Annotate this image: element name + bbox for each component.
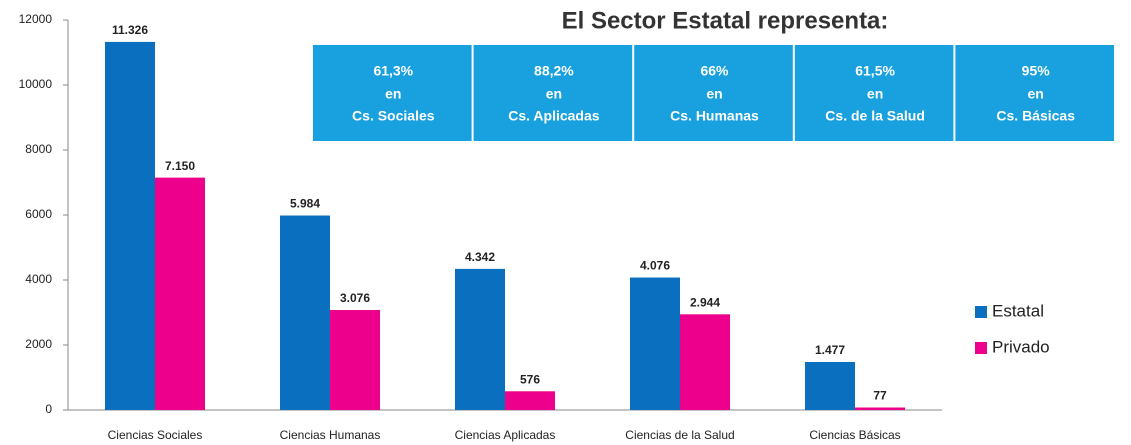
y-tick-label: 10000: [19, 77, 53, 91]
bar: [330, 310, 380, 410]
y-tick-label: 0: [45, 402, 52, 416]
annotation-percent: 66%: [700, 63, 729, 79]
legend-swatch: [975, 342, 987, 354]
x-tick-label: Ciencias de la Salud: [625, 428, 734, 442]
chart-title: El Sector Estatal representa:: [562, 7, 889, 34]
bar: [455, 268, 505, 410]
annotation-box: [955, 45, 1114, 141]
legend-swatch: [975, 306, 987, 318]
annotation-word: en: [546, 86, 562, 102]
x-tick-label: Ciencias Aplicadas: [455, 428, 556, 442]
annotation-word: en: [385, 86, 401, 102]
x-tick-label: Ciencias Sociales: [108, 428, 203, 442]
annotation-percent: 61,5%: [855, 63, 895, 79]
legend-label: Estatal: [992, 301, 1044, 320]
annotation-box: [313, 45, 472, 141]
annotation-percent: 88,2%: [534, 63, 574, 79]
value-label: 2.944: [690, 295, 720, 309]
annotation-area: Cs. Humanas: [670, 108, 759, 124]
bar: [855, 407, 905, 410]
annotation-area: Cs. de la Salud: [825, 108, 925, 124]
annotation-percent: 61,3%: [373, 63, 413, 79]
x-tick-label: Ciencias Humanas: [280, 428, 381, 442]
value-label: 5.984: [290, 197, 320, 211]
value-label: 576: [520, 372, 540, 386]
value-label: 1.477: [815, 343, 845, 357]
annotation-box: [794, 45, 954, 141]
bar: [805, 361, 855, 410]
annotation-percent: 95%: [1022, 63, 1051, 79]
bar: [280, 215, 330, 410]
y-tick-label: 4000: [25, 272, 52, 286]
value-label: 4.076: [640, 259, 670, 273]
annotation-box: [473, 45, 633, 141]
legend-label: Privado: [992, 337, 1050, 356]
annotation-word: en: [1028, 86, 1044, 102]
y-tick-label: 12000: [19, 12, 53, 26]
bar: [105, 41, 155, 410]
annotation-area: Cs. Básicas: [996, 108, 1075, 124]
annotation-area: Cs. Sociales: [352, 108, 435, 124]
bar: [630, 277, 680, 410]
bar: [680, 314, 730, 410]
value-label: 7.150: [165, 159, 195, 173]
bar: [155, 177, 205, 410]
value-label: 77: [873, 389, 887, 403]
annotation-word: en: [706, 86, 722, 102]
annotation-word: en: [867, 86, 883, 102]
bar: [505, 391, 555, 410]
y-tick-label: 2000: [25, 337, 52, 351]
value-label: 4.342: [465, 250, 495, 264]
value-label: 11.326: [112, 23, 148, 37]
x-tick-label: Ciencias Básicas: [809, 428, 900, 442]
value-label: 3.076: [340, 291, 370, 305]
annotation-area: Cs. Aplicadas: [508, 108, 600, 124]
annotation-box: [634, 45, 793, 141]
y-tick-label: 6000: [25, 207, 52, 221]
y-tick-label: 8000: [25, 142, 52, 156]
